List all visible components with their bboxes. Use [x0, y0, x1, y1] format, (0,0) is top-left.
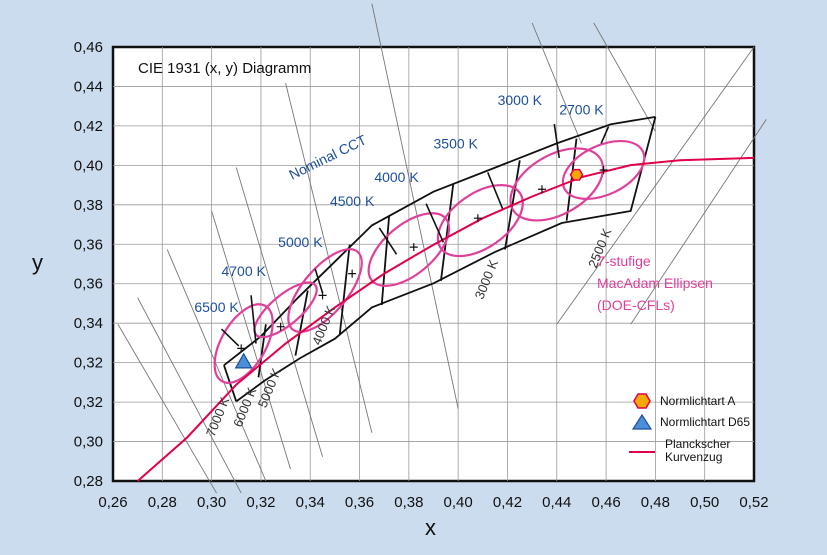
cct-label: 4700 K	[221, 263, 266, 279]
quad-divider	[257, 324, 267, 378]
legend-planck-1: Planckscher	[665, 437, 730, 451]
y-tick-label: 0,44	[74, 78, 103, 95]
y-tick-label: 0,46	[74, 39, 103, 56]
triangle-icon	[631, 413, 653, 430]
macadam-label-3: (DOE-CFLs)	[597, 297, 675, 313]
y-tick-label: 0,36	[74, 276, 103, 293]
x-tick-label: 0,38	[394, 494, 423, 511]
isotherm-line	[235, 167, 323, 458]
x-tick-label: 0,36	[345, 494, 374, 511]
tick-labels: 0,26 0,28 0,30 0,32 0,34 0,36 0,38 0,40 0,42 0,44…	[74, 39, 769, 511]
isotherm-line	[556, 46, 755, 325]
y-tick-label: 0,34	[74, 315, 103, 332]
center-markers	[237, 165, 608, 353]
planck-locus	[137, 156, 755, 482]
y-axis-label: y	[32, 250, 43, 275]
y-tick-label: 0,28	[74, 473, 103, 490]
isotherm-line	[137, 297, 242, 494]
leader-line	[486, 172, 504, 209]
hexagon-icon	[633, 393, 651, 409]
y-tick-label: 0,32	[74, 355, 103, 372]
leader-line	[600, 126, 610, 144]
planck-curve	[137, 156, 755, 482]
legend: Normlichtart A Normlichtart D65 Plancksc…	[629, 393, 750, 464]
norm-markers	[234, 168, 584, 369]
cct-label: 4500 K	[330, 193, 375, 209]
isotherm-lines	[117, 3, 767, 494]
x-tick-label: 0,42	[493, 494, 522, 511]
x-tick-label: 0,28	[148, 494, 177, 511]
center-marker	[348, 269, 357, 278]
x-tick-label: 0,30	[197, 494, 226, 511]
macadam-ellipse	[436, 184, 524, 258]
quad-divider	[565, 138, 578, 221]
y-tick-label: 0,36	[74, 236, 103, 253]
isotherm-line	[630, 119, 767, 325]
leader-lines	[220, 124, 610, 347]
chart-title: CIE 1931 (x, y) Diagramm	[138, 60, 311, 77]
center-marker	[537, 185, 546, 194]
center-marker	[276, 322, 285, 331]
cct-label: 4000 K	[374, 169, 419, 185]
normlichtart-a-marker	[569, 168, 584, 181]
quad-divider	[338, 244, 351, 335]
y-tick-label: 0,38	[74, 197, 103, 214]
quad-divider	[440, 184, 455, 281]
cct-label: 2700 K	[559, 102, 604, 118]
quad-divider	[294, 290, 309, 356]
cct-labels: 6500 K 4700 K 5000 K 4500 K 4000 K 3500 K 3000…	[194, 92, 604, 315]
x-tick-label: 0,52	[739, 494, 768, 511]
x-tick-label: 0,46	[591, 494, 620, 511]
legend-d65: Normlichtart D65	[660, 415, 750, 429]
center-marker	[473, 214, 482, 223]
center-marker	[599, 165, 608, 174]
x-tick-label: 0,50	[690, 494, 719, 511]
quadrangles	[223, 116, 657, 403]
quad-lower-edge	[235, 116, 657, 403]
leader-line	[378, 227, 398, 255]
y-tick-label: 0,40	[74, 157, 103, 174]
y-tick-label: 0,42	[74, 118, 103, 135]
center-marker	[409, 243, 418, 252]
x-tick-label: 0,48	[641, 494, 670, 511]
x-tick-label: 0,34	[296, 494, 325, 511]
isotherm-line	[211, 210, 291, 470]
legend-a: Normlichtart A	[660, 394, 735, 408]
leader-line	[553, 124, 561, 159]
quad-upper-edge	[223, 116, 656, 367]
cct-label: 3500 K	[434, 135, 479, 151]
cct-label: 6500 K	[194, 299, 239, 315]
y-tick-label: 0,32	[74, 394, 103, 411]
macadam-ellipse	[509, 147, 605, 222]
center-marker	[237, 344, 246, 353]
quad-divider	[380, 215, 391, 306]
isotherm-line	[531, 22, 582, 144]
leader-line	[425, 203, 445, 243]
isotherm-line	[166, 249, 267, 482]
macadam-ellipse	[287, 248, 363, 333]
x-axis-label: x	[425, 515, 436, 540]
legend-planck-2: Kurvenzug	[665, 450, 722, 464]
leader-line	[220, 328, 240, 347]
leader-line	[314, 268, 324, 294]
macadam-label-2: MacAdam Ellipsen	[597, 275, 713, 291]
cct-label: 3000 K	[498, 92, 543, 108]
x-tick-label: 0,44	[542, 494, 571, 511]
x-tick-label: 0,32	[246, 494, 275, 511]
macadam-ellipse	[561, 139, 646, 200]
isotherm-line	[117, 324, 217, 494]
macadam-label-1: 7-stufige	[597, 253, 651, 269]
isotherm-line	[593, 22, 656, 132]
x-tick-label: 0,40	[444, 494, 473, 511]
normlichtart-d65-marker	[234, 352, 253, 369]
x-tick-label: 0,26	[98, 494, 127, 511]
cct-label: 5000 K	[278, 234, 323, 250]
isotherm-line	[371, 3, 459, 409]
leader-line	[250, 295, 257, 344]
plot-area	[111, 45, 756, 483]
macadam-ellipse	[253, 281, 318, 339]
y-tick-label: 0,30	[74, 434, 103, 451]
